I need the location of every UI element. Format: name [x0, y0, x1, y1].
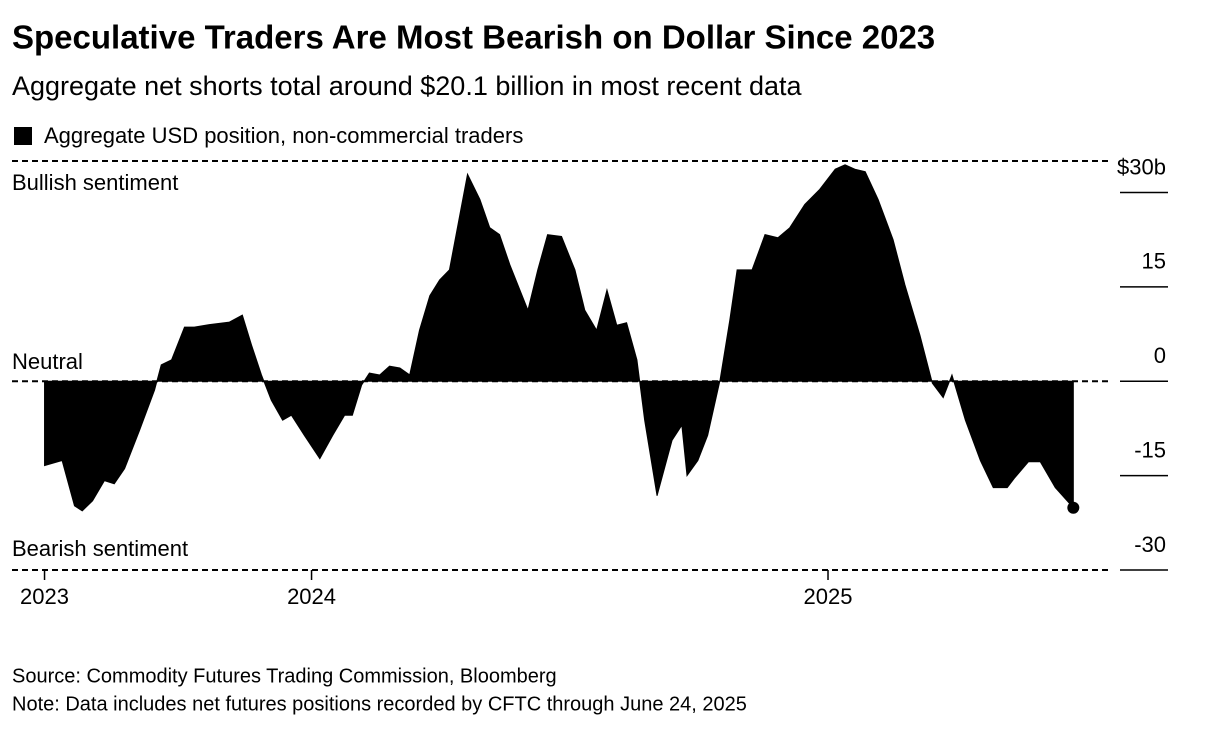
annotation: Bullish sentiment	[12, 170, 178, 195]
y-tick-label: 15	[1142, 249, 1166, 274]
y-tick-label: -15	[1134, 437, 1166, 462]
x-tick-label: 2023	[20, 584, 69, 609]
source: Source: Commodity Futures Trading Commis…	[12, 665, 557, 687]
legend-swatch	[14, 127, 32, 145]
x-tick-label: 2024	[287, 584, 336, 609]
annotation: Neutral	[12, 349, 83, 374]
annotation: Bearish sentiment	[12, 536, 188, 561]
y-tick-label: -30	[1134, 532, 1166, 557]
last-point	[1067, 501, 1080, 514]
note: Note: Data includes net futures position…	[12, 693, 747, 715]
area	[44, 164, 1074, 512]
y-tick-label: $30b	[1117, 154, 1166, 179]
chart-subtitle: Aggregate net shorts total around $20.1 …	[12, 71, 802, 101]
y-tick-label: 0	[1154, 343, 1166, 368]
x-tick-label: 2025	[804, 584, 853, 609]
chart-title: Speculative Traders Are Most Bearish on …	[12, 19, 935, 56]
legend-label: Aggregate USD position, non-commercial t…	[44, 123, 523, 148]
